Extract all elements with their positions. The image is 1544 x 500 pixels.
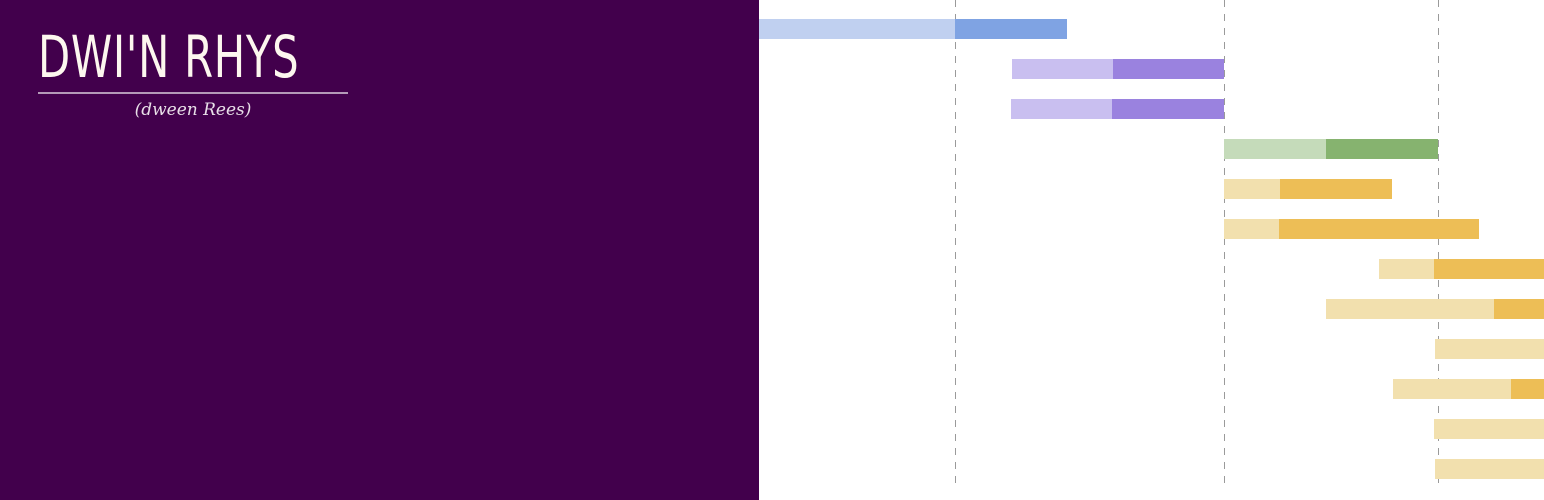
bar-segment-dark: [1494, 299, 1544, 319]
brand-name: DWI'N RHYS: [38, 23, 300, 91]
bar-segment-light: [759, 19, 955, 39]
bar-segment-dark: [1113, 59, 1224, 79]
brand-pronunciation: (dween Rees): [134, 100, 252, 120]
timeline-row-6: [1224, 219, 1479, 239]
bar-segment-dark: [955, 19, 1067, 39]
timeline-row-7: [1379, 259, 1544, 279]
timeline-row-5: [1224, 179, 1392, 199]
timeline-row-3: [1011, 99, 1224, 119]
timeline-row-8: [1326, 299, 1544, 319]
brand-panel: DWI'N RHYS (dween Rees): [0, 0, 759, 500]
timeline-row-4: [1224, 139, 1438, 159]
bar-segment-dark: [1511, 379, 1544, 399]
brand-divider: [38, 92, 348, 94]
bar-segment-light: [1379, 259, 1434, 279]
bar-segment-light: [1011, 99, 1112, 119]
bar-segment-light: [1326, 299, 1494, 319]
timeline-chart-svg: [759, 0, 1544, 490]
bar-segment-dark: [1326, 139, 1438, 159]
brand-logo: DWI'N RHYS (dween Rees): [38, 24, 348, 120]
timeline-row-9: [1435, 339, 1544, 359]
bar-segment-light: [1435, 339, 1544, 359]
bar-segment-light: [1434, 419, 1544, 439]
timeline-row-2: [1012, 59, 1224, 79]
bar-segment-light: [1224, 179, 1280, 199]
bar-segment-light: [1393, 379, 1511, 399]
bar-segment-dark: [1280, 179, 1392, 199]
bar-segment-dark: [1279, 219, 1479, 239]
timeline-row-10: [1393, 379, 1544, 399]
bar-segment-light: [1012, 59, 1113, 79]
timeline-chart: [759, 0, 1544, 500]
bar-segment-light: [1224, 219, 1279, 239]
timeline-row-11: [1434, 419, 1544, 439]
timeline-row-12: [1435, 459, 1544, 479]
timeline-row-1: [759, 19, 1067, 39]
bar-segment-light: [1435, 459, 1544, 479]
bar-segment-light: [1224, 139, 1326, 159]
bar-segment-dark: [1112, 99, 1224, 119]
bar-segment-dark: [1434, 259, 1544, 279]
